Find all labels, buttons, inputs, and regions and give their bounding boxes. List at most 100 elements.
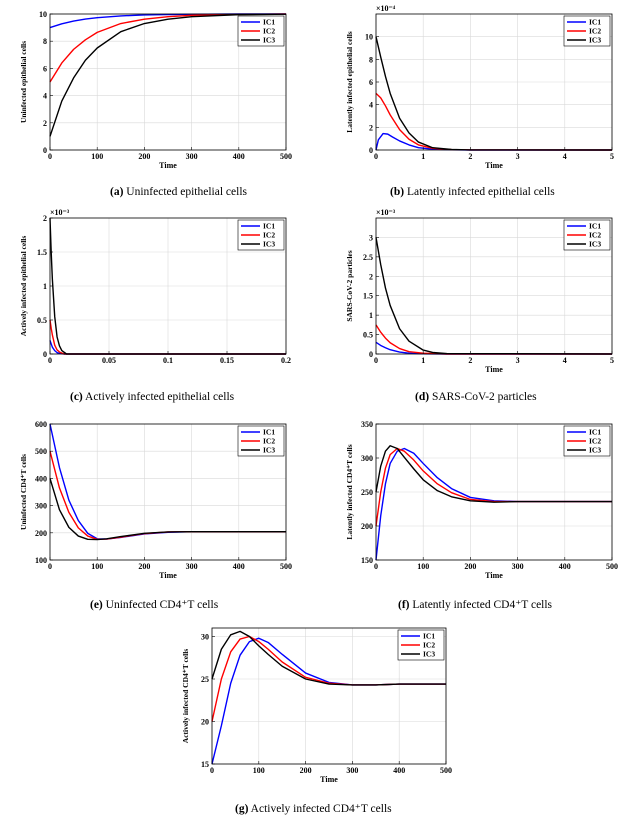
x-tick-label: 0 bbox=[48, 356, 52, 365]
caption-f: (f) Latently infected CD4⁺T cells bbox=[398, 599, 553, 611]
x-axis-label: Time bbox=[159, 571, 177, 580]
x-tick-label: 400 bbox=[233, 152, 245, 161]
x-tick-label: 1 bbox=[421, 152, 425, 161]
legend-label-ic2: IC2 bbox=[589, 27, 601, 36]
legend-label-ic1: IC1 bbox=[589, 18, 601, 27]
axes-frame bbox=[49, 13, 287, 151]
y-tick-label: 200 bbox=[35, 529, 47, 538]
x-tick-label: 5 bbox=[610, 152, 614, 161]
series-line-ic3 bbox=[49, 478, 286, 541]
caption-b: (b) Latently infected epithelial cells bbox=[390, 186, 555, 198]
y-tick-label: 400 bbox=[35, 474, 47, 483]
y-tick-label: 8 bbox=[43, 37, 47, 46]
series-line-ic3 bbox=[211, 630, 446, 686]
y-tick-label: 150 bbox=[361, 556, 373, 565]
legend-label-ic1: IC1 bbox=[589, 222, 601, 231]
y-tick-label: 15 bbox=[201, 760, 209, 769]
y-tick-label: 3 bbox=[369, 233, 373, 242]
x-tick-label: 100 bbox=[91, 152, 103, 161]
y-tick-label: 200 bbox=[361, 522, 373, 531]
x-tick-label: 0 bbox=[210, 766, 214, 775]
x-tick-label: 5 bbox=[610, 356, 614, 365]
y-tick-label: 4 bbox=[369, 101, 373, 110]
legend-label-ic2: IC2 bbox=[423, 641, 435, 650]
y-tick-label: 300 bbox=[361, 454, 373, 463]
y-axis-label: Uninfected CD4⁺T cells bbox=[19, 454, 28, 530]
x-tick-label: 200 bbox=[300, 766, 312, 775]
chart-e: 0 100 200 300 400 500100200300400500600TimeUn… bbox=[19, 420, 292, 580]
x-tick-label: 200 bbox=[464, 562, 476, 571]
chart-b: 0 1 2 3 4 5 0 2 4 6 8 10 ×10⁻⁴ Time Latently infected … bbox=[345, 4, 614, 170]
legend-label-ic1: IC1 bbox=[589, 428, 601, 437]
legend-label-ic3: IC3 bbox=[423, 650, 435, 659]
series-line-ic3 bbox=[375, 36, 613, 151]
x-tick-label: 0 bbox=[374, 562, 378, 571]
x-tick-label: 1 bbox=[421, 356, 425, 365]
series-line-ic3 bbox=[375, 445, 612, 503]
y-tick-label: 0 bbox=[369, 350, 373, 359]
x-tick-label: 0 bbox=[48, 562, 52, 571]
x-tick-label: 3 bbox=[516, 356, 520, 365]
y-tick-label: 8 bbox=[369, 55, 373, 64]
x-tick-label: 0.2 bbox=[281, 356, 291, 365]
legend-label-ic1: IC1 bbox=[423, 632, 435, 641]
x-axis-label: Time bbox=[159, 161, 177, 170]
chart-f: 0 100 200 300 400 500 150 200 250 300 350 Time Laten… bbox=[345, 420, 618, 580]
caption-d: (d) SARS-CoV-2 particles bbox=[415, 391, 537, 403]
y-tick-label: 30 bbox=[201, 633, 209, 642]
y-axis-label: Actively infected CD4⁺T cells bbox=[181, 649, 190, 744]
legend-label-ic2: IC2 bbox=[589, 231, 601, 240]
x-tick-label: 0.1 bbox=[163, 356, 173, 365]
x-axis-label: Time bbox=[320, 775, 338, 784]
x-tick-label: 400 bbox=[393, 766, 405, 775]
x-axis-label: Time bbox=[485, 161, 503, 170]
y-tick-label: 600 bbox=[35, 420, 47, 429]
legend-label-ic3: IC3 bbox=[589, 36, 601, 45]
caption-g: (g) Actively infected CD4⁺T cells bbox=[235, 803, 392, 815]
legend-label-ic2: IC2 bbox=[263, 437, 275, 446]
y-tick-label: 25 bbox=[201, 675, 209, 684]
y-tick-label: 100 bbox=[35, 556, 47, 565]
legend-label-ic1: IC1 bbox=[263, 428, 275, 437]
x-tick-label: 0.15 bbox=[220, 356, 234, 365]
x-tick-label: 0 bbox=[374, 152, 378, 161]
y-tick-label: 2.5 bbox=[363, 253, 373, 262]
y-tick-label: 2 bbox=[369, 123, 373, 132]
x-tick-label: 300 bbox=[512, 562, 524, 571]
x-tick-label: 300 bbox=[186, 562, 198, 571]
y-tick-label: 1 bbox=[369, 311, 373, 320]
legend-label-ic3: IC3 bbox=[263, 240, 275, 249]
axes-frame bbox=[211, 627, 447, 765]
x-axis-label: Time bbox=[485, 571, 503, 580]
legend-label-ic3: IC3 bbox=[589, 240, 601, 249]
legend-label-ic2: IC2 bbox=[263, 27, 275, 36]
caption-a: (a) Uninfected epithelial cells bbox=[110, 186, 247, 198]
series-line-ic3 bbox=[49, 217, 286, 355]
x-tick-label: 0.05 bbox=[102, 356, 116, 365]
x-tick-label: 500 bbox=[606, 562, 618, 571]
series-line-ic3 bbox=[375, 237, 613, 355]
y-tick-label: 1.5 bbox=[363, 292, 373, 301]
x-tick-label: 200 bbox=[138, 152, 150, 161]
x-tick-label: 400 bbox=[233, 562, 245, 571]
y-tick-label: 10 bbox=[39, 10, 47, 19]
x-tick-label: 0 bbox=[48, 152, 52, 161]
x-tick-label: 100 bbox=[91, 562, 103, 571]
x-tick-label: 3 bbox=[516, 152, 520, 161]
x-tick-label: 500 bbox=[440, 766, 452, 775]
y-tick-label: 350 bbox=[361, 420, 373, 429]
y-tick-label: 500 bbox=[35, 447, 47, 456]
y-axis-label: Latently infected epithelial cells bbox=[345, 31, 354, 133]
x-tick-label: 100 bbox=[253, 766, 265, 775]
x-tick-label: 4 bbox=[563, 152, 567, 161]
series-line-ic2 bbox=[49, 13, 287, 83]
x-tick-label: 200 bbox=[138, 562, 150, 571]
axes-frame bbox=[375, 217, 613, 355]
